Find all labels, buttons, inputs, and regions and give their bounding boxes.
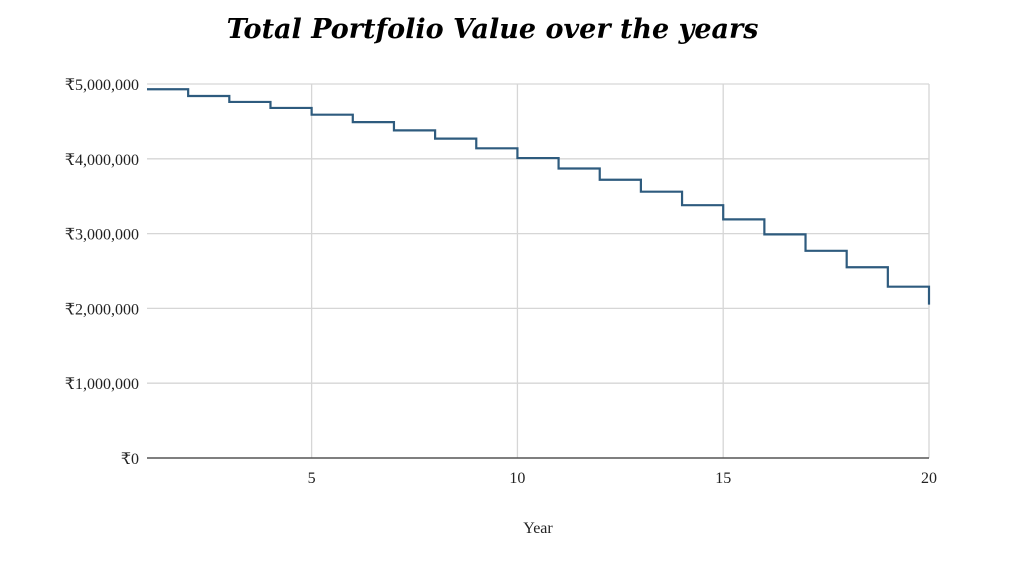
data-point (310, 113, 314, 117)
data-point (639, 190, 643, 194)
chart-title: Total Portfolio Value over the years (226, 14, 759, 45)
x-axis-title: Year (523, 520, 553, 537)
data-point (762, 232, 766, 236)
data-point (268, 106, 272, 110)
data-point (804, 249, 808, 253)
data-point (845, 265, 849, 269)
data-point (721, 217, 725, 221)
data-point (927, 303, 931, 307)
data-point (227, 100, 231, 104)
data-point (886, 285, 890, 289)
x-tick-label: 10 (509, 470, 525, 487)
tick-labels: ₹0 ₹1,000,000 ₹2,000,000 ₹3,000,000 ₹4,000,0… (65, 77, 937, 487)
data-point (515, 156, 519, 160)
y-tick-label: ₹0 (121, 451, 139, 468)
series-layer (145, 87, 931, 307)
data-point (145, 87, 149, 91)
grid (147, 83, 930, 458)
data-point (351, 120, 355, 124)
x-tick-label: 20 (921, 470, 937, 487)
x-tick-label: 15 (715, 470, 731, 487)
data-point (186, 94, 190, 98)
data-point (598, 178, 602, 182)
y-tick-label: ₹2,000,000 (65, 301, 139, 318)
data-point (557, 167, 561, 171)
x-tick-label: 5 (308, 470, 316, 487)
data-point (474, 146, 478, 150)
series-line (147, 88, 931, 305)
data-point (680, 203, 684, 207)
data-point (433, 137, 437, 141)
y-tick-label: ₹4,000,000 (65, 152, 139, 169)
y-tick-label: ₹1,000,000 (65, 376, 139, 393)
y-tick-label: ₹3,000,000 (65, 227, 139, 244)
y-tick-label: ₹5,000,000 (65, 77, 139, 94)
data-point (392, 128, 396, 132)
